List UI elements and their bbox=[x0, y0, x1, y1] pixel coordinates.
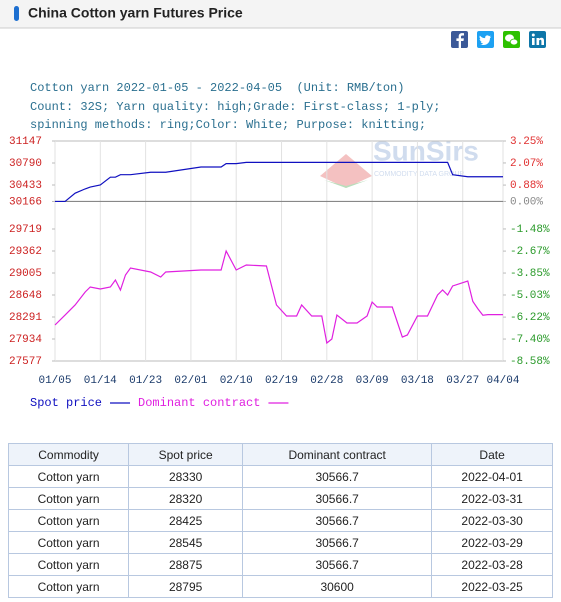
table-cell: 28545 bbox=[128, 531, 244, 554]
y-tick-label: 28648 bbox=[9, 290, 42, 302]
table-row: Cotton yarn 28545 30566.7 2022-03-29 bbox=[7, 531, 553, 554]
y2-tick-label: -3.85% bbox=[510, 268, 550, 280]
table-cell: 30566.7 bbox=[242, 531, 433, 554]
header-icon bbox=[14, 6, 19, 21]
chart-title: Cotton yarn 2022-01-05 - 2022-04-05 (Uni… bbox=[30, 81, 404, 95]
x-tick-label: 03/18 bbox=[401, 375, 434, 387]
column-header: Spot price bbox=[128, 443, 244, 466]
x-tick-label: 02/28 bbox=[310, 375, 343, 387]
y2-tick-label: 3.25% bbox=[510, 136, 543, 148]
table-row: Cotton yarn 28795 30600 2022-03-25 bbox=[7, 575, 553, 598]
watermark: SunSirs COMMODITY DATA GROUP bbox=[320, 135, 479, 188]
y-tick-label: 30166 bbox=[9, 196, 42, 208]
y-tick-label: 28291 bbox=[9, 312, 42, 324]
table-row: Cotton yarn 28425 30566.7 2022-03-30 bbox=[7, 509, 553, 532]
table-row: Cotton yarn 28875 30566.7 2022-03-28 bbox=[7, 553, 553, 576]
table-cell: Cotton yarn bbox=[7, 531, 130, 554]
column-header: Dominant contract bbox=[242, 443, 433, 466]
table-cell: 30566.7 bbox=[242, 553, 433, 576]
x-tick-label: 03/27 bbox=[446, 375, 479, 387]
x-tick-label: 04/04 bbox=[486, 375, 519, 387]
y2-tick-label: -6.22% bbox=[510, 312, 550, 324]
x-tick-label: 01/14 bbox=[84, 375, 117, 387]
series-line bbox=[55, 161, 503, 203]
y-tick-label: 29362 bbox=[9, 246, 42, 258]
y2-tick-label: 2.07% bbox=[510, 158, 543, 170]
x-tick-label: 02/10 bbox=[220, 375, 253, 387]
y2-tick-label: 0.88% bbox=[510, 180, 543, 192]
y-tick-label: 30433 bbox=[9, 180, 42, 192]
y-tick-label: 31147 bbox=[9, 136, 42, 148]
table-cell: 28425 bbox=[128, 509, 244, 532]
table-cell: Cotton yarn bbox=[7, 487, 130, 510]
y-tick-label: 29719 bbox=[9, 224, 42, 236]
y-tick-label: 30790 bbox=[9, 158, 42, 170]
table-cell: 2022-04-01 bbox=[431, 465, 553, 488]
chart: China Cotton yarn Futures Price Cotton y… bbox=[0, 0, 561, 410]
table-cell: 2022-03-30 bbox=[431, 509, 553, 532]
x-tick-label: 02/19 bbox=[265, 375, 298, 387]
share-icons[interactable] bbox=[451, 31, 546, 49]
table-cell: 28795 bbox=[128, 575, 244, 598]
y2-tick-label: 0.00% bbox=[510, 196, 543, 208]
y-tick-label: 29005 bbox=[9, 268, 42, 280]
table-cell: 28875 bbox=[128, 553, 244, 576]
table-cell: 2022-03-28 bbox=[431, 553, 553, 576]
table-header: Commodity Spot price Dominant contract Date bbox=[7, 443, 553, 466]
series-line bbox=[54, 249, 503, 345]
table-cell: Cotton yarn bbox=[7, 575, 130, 598]
y-tick-label: 27577 bbox=[9, 356, 42, 368]
header-bar bbox=[0, 0, 561, 28]
watermark-tagline: COMMODITY DATA GROUP bbox=[374, 171, 465, 178]
table-row: Cotton yarn 28320 30566.7 2022-03-31 bbox=[7, 487, 553, 510]
x-tick-label: 01/05 bbox=[38, 375, 71, 387]
y2-tick-label: -5.03% bbox=[510, 290, 550, 302]
legend-label: Dominant contract bbox=[138, 396, 260, 410]
y2-tick-label: -1.48% bbox=[510, 224, 550, 236]
table-cell: 30566.7 bbox=[242, 465, 433, 488]
x-tick-label: 01/23 bbox=[129, 375, 162, 387]
table-cell: Cotton yarn bbox=[7, 465, 130, 488]
x-tick-label: 03/09 bbox=[356, 375, 389, 387]
table-cell: Cotton yarn bbox=[7, 553, 130, 576]
y2-tick-label: -2.67% bbox=[510, 246, 550, 258]
page-title: China Cotton yarn Futures Price bbox=[28, 5, 243, 21]
table-cell: 28330 bbox=[128, 465, 244, 488]
x-tick-label: 02/01 bbox=[174, 375, 207, 387]
table-cell: 30566.7 bbox=[242, 487, 433, 510]
y-tick-label: 27934 bbox=[9, 334, 42, 346]
column-header: Date bbox=[431, 443, 553, 466]
table-cell: 2022-03-31 bbox=[431, 487, 553, 510]
chart-subtitle: spinning methods: ring;Color: White; Pur… bbox=[30, 118, 426, 132]
price-table: Commodity Spot price Dominant contract Date… bbox=[7, 443, 553, 598]
legend-label: Spot price bbox=[30, 396, 102, 410]
y2-tick-label: -7.40% bbox=[510, 334, 550, 346]
table-cell: 28320 bbox=[128, 487, 244, 510]
y2-tick-label: -8.58% bbox=[510, 356, 550, 368]
table-cell: Cotton yarn bbox=[7, 509, 130, 532]
column-header: Commodity bbox=[7, 443, 130, 466]
table-cell: 30600 bbox=[242, 575, 433, 598]
table-cell: 30566.7 bbox=[242, 509, 433, 532]
table-row: Cotton yarn 28330 30566.7 2022-04-01 bbox=[7, 465, 553, 488]
chart-subtitle: Count: 32S; Yarn quality: high;Grade: Fi… bbox=[30, 100, 440, 114]
table-cell: 2022-03-25 bbox=[431, 575, 553, 598]
table-cell: 2022-03-29 bbox=[431, 531, 553, 554]
